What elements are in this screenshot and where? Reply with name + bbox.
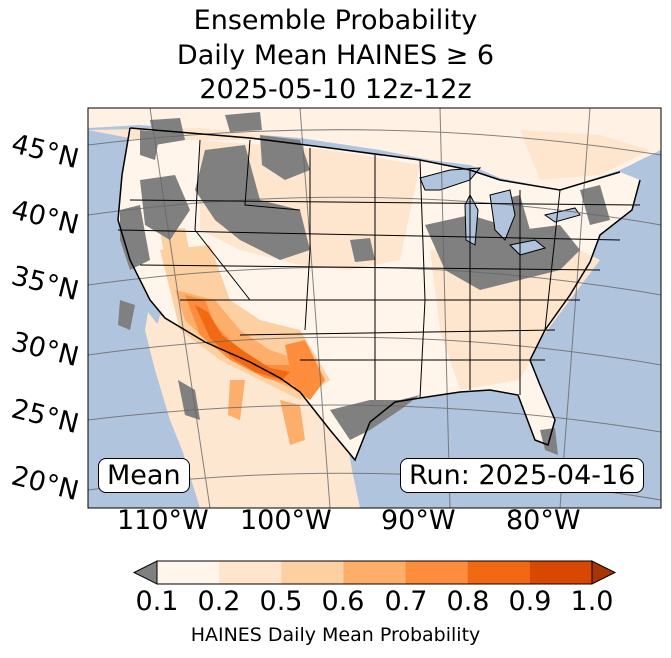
colorbar-tick-4: 0.7 xyxy=(384,586,428,617)
colorbar-segment-5 xyxy=(467,561,531,584)
colorbar-tick-7: 1.0 xyxy=(570,586,614,617)
baja-land xyxy=(145,312,212,500)
stat-label: Mean xyxy=(98,458,190,493)
colorbar-frame xyxy=(156,560,593,585)
lon-label-110w: 110°W xyxy=(117,505,209,536)
graticule xyxy=(88,108,661,508)
map-content xyxy=(88,108,661,508)
colorbar-tick-5: 0.8 xyxy=(446,586,490,617)
colorbar-segment-0 xyxy=(157,561,220,584)
lon-label-80w: 80°W xyxy=(506,505,581,536)
great-lakes xyxy=(419,167,581,256)
colorbar-label: HAINES Daily Mean Probability xyxy=(190,624,481,646)
colorbar-segment-6 xyxy=(529,561,593,584)
colorbar-segment-1 xyxy=(219,561,282,584)
title-line-3: 2025-05-10 12z-12z xyxy=(199,74,472,105)
colorbar-segment-3 xyxy=(343,561,407,584)
state-borders xyxy=(117,139,641,400)
colorbar-segment-4 xyxy=(405,561,469,584)
colorbar-tick-2: 0.5 xyxy=(259,586,303,617)
title-line-2: Daily Mean HAINES ≥ 6 xyxy=(176,40,495,71)
colorbar-segment-2 xyxy=(281,561,344,584)
colorbar-over-arrow xyxy=(591,560,617,585)
map-frame xyxy=(87,107,662,509)
lon-label-100w: 100°W xyxy=(240,505,332,536)
lon-label-90w: 90°W xyxy=(381,505,456,536)
colorbar-segments xyxy=(157,561,593,584)
colorbar-tick-3: 0.6 xyxy=(321,586,365,617)
run-label: Run: 2025-04-16 xyxy=(400,458,645,493)
colorbar-under-arrow xyxy=(132,560,158,585)
colorbar-tick-1: 0.2 xyxy=(197,586,241,617)
colorbar-tick-0: 0.1 xyxy=(135,586,179,617)
colorbar-tick-6: 0.9 xyxy=(508,586,552,617)
title-line-1: Ensemble Probability xyxy=(193,5,478,36)
